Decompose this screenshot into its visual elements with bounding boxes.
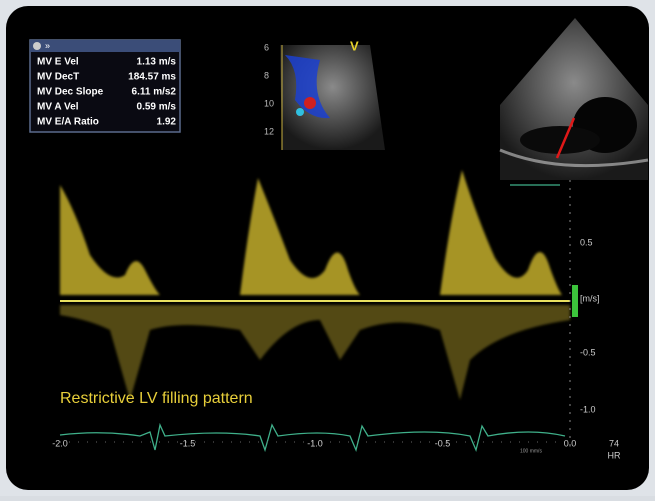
depth-label: 12	[264, 126, 274, 136]
depth-label: 10	[264, 98, 274, 108]
measurement-name: MV E/A Ratio	[37, 117, 99, 128]
time-label: -1.0	[307, 438, 323, 448]
velocity-label: -0.5	[580, 347, 596, 357]
echo-2d-inset	[499, 18, 649, 180]
measurement-value: 0.59 m/s	[137, 102, 177, 113]
baseline-handle	[572, 285, 578, 317]
depth-label: 8	[264, 70, 269, 80]
time-label: -1.5	[180, 438, 196, 448]
depth-label: 6	[264, 42, 269, 52]
color-doppler-inset: V 6 8 10 12	[264, 38, 385, 150]
time-label: 0.0	[564, 438, 577, 448]
measurement-value: 6.11 m/s2	[132, 87, 177, 98]
time-label: -0.5	[435, 438, 451, 448]
panel-header: »	[45, 40, 50, 50]
measurement-value: 1.13 m/s	[137, 57, 177, 68]
measurement-panel: » MV E Vel 1.13 m/s MV DecT 184.57 ms MV Dec…	[29, 39, 181, 133]
sweep-speed: 100 mm/s	[520, 448, 542, 454]
doppler-spectrum	[60, 170, 570, 400]
inset-marker: V	[350, 38, 359, 53]
velocity-label: [m/s]	[580, 293, 600, 303]
measurement-value: 184.57 ms	[128, 72, 176, 83]
velocity-label: -1.0	[580, 404, 596, 414]
heart-rate-label: HR	[608, 450, 621, 460]
caption: Restrictive LV filling pattern	[60, 390, 253, 407]
ecg-trace	[59, 422, 566, 453]
measurement-value: 1.92	[157, 117, 177, 128]
measurement-name: MV DecT	[37, 72, 79, 83]
velocity-label: 0.5	[580, 237, 593, 247]
measurement-name: MV Dec Slope	[37, 87, 104, 98]
measurement-name: MV E Vel	[37, 57, 79, 68]
time-label: -2.0	[52, 438, 68, 448]
measurement-name: MV A Vel	[37, 102, 79, 113]
heart-rate: 74	[609, 438, 619, 448]
